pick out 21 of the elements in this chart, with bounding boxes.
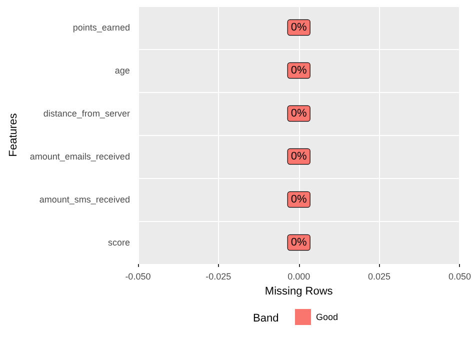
y-tick-label: score: [108, 238, 130, 248]
x-tick-label: 0.050: [448, 272, 472, 282]
y-tick-label: points_earned: [72, 22, 130, 32]
y-tick-label: amount_sms_received: [39, 194, 130, 204]
data-label: 0%: [290, 236, 308, 248]
x-tick-label: -0.025: [206, 272, 232, 282]
y-tick-label: amount_emails_received: [30, 152, 130, 162]
data-label: 0%: [290, 22, 308, 34]
data-label: 0%: [290, 150, 308, 162]
data-label: 0%: [290, 194, 308, 206]
legend-title: Band: [253, 312, 279, 324]
y-tick-label: distance_from_server: [43, 108, 130, 118]
y-tick-label: age: [114, 66, 130, 76]
x-tick-label: 0.025: [368, 272, 391, 282]
x-axis-title: Missing Rows: [264, 286, 334, 298]
x-tick-label: 0.000: [288, 272, 310, 282]
x-tick-label: -0.050: [125, 272, 151, 282]
data-label: 0%: [290, 108, 308, 120]
data-label: 0%: [290, 64, 308, 76]
legend-label: Good: [316, 312, 338, 322]
y-axis-title: Features: [8, 112, 20, 157]
